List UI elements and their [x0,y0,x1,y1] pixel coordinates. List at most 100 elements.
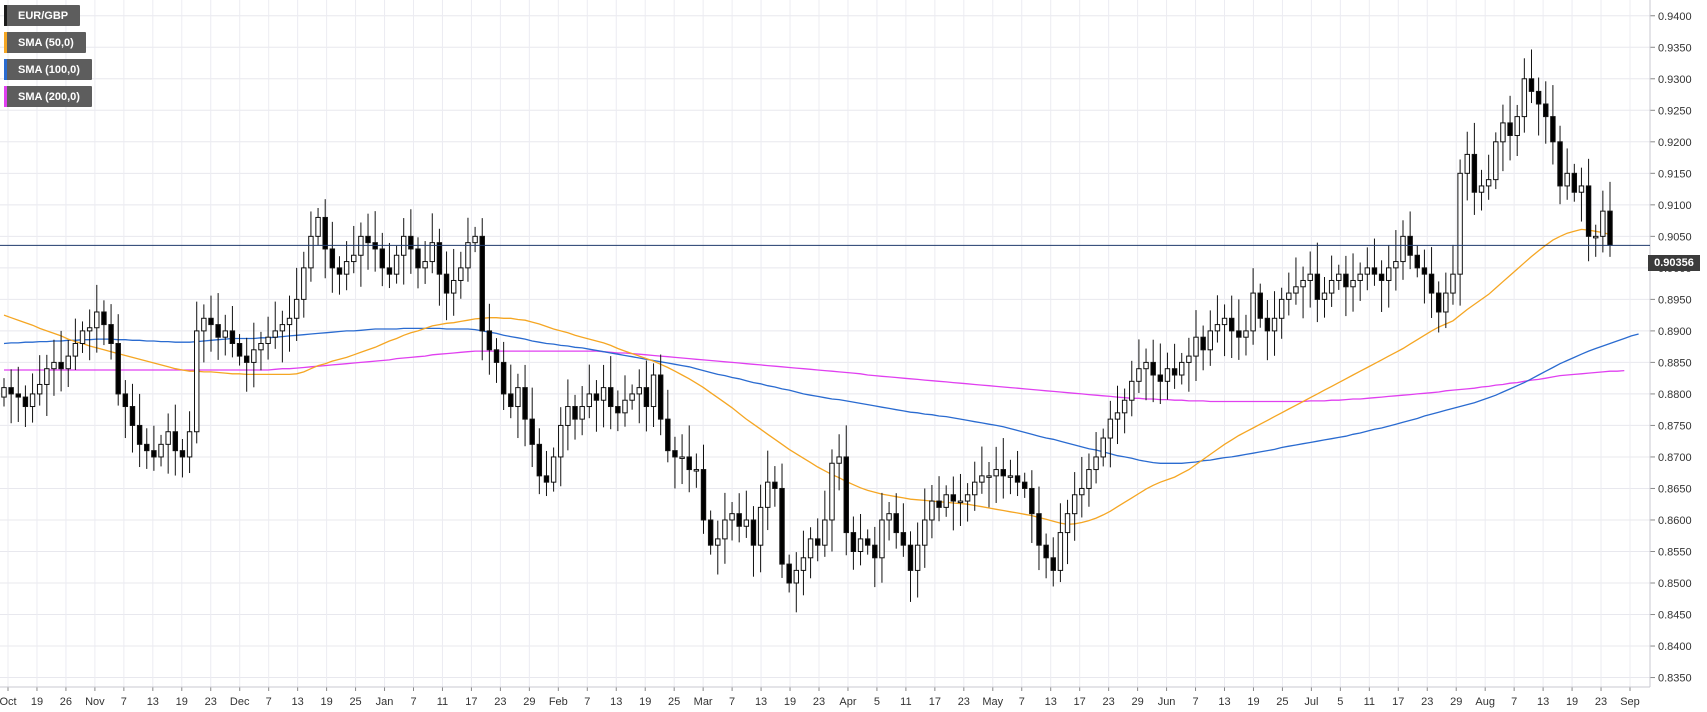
candle-up [565,406,571,426]
sma-50-line [3,228,1611,526]
x-tick-label: 19 [31,696,43,708]
candle-down [415,248,421,269]
candle-down [243,355,250,363]
candle-up [1400,235,1406,263]
candle-down [772,481,778,489]
x-tick-label: May [982,696,1003,708]
candle-up [757,506,764,546]
candle-up [722,519,728,540]
candle-up [972,481,978,496]
candle-up [1064,513,1071,534]
candle-up [857,538,864,552]
candle-up [1286,292,1292,300]
candle-down [1421,267,1428,275]
candle-down [229,330,236,345]
legend-swatch-icon [4,86,7,107]
x-tick-label: 13 [1537,696,1549,708]
candle-up [1357,273,1363,281]
y-tick-label: 0.8700 [1658,452,1692,464]
candle-down [950,494,957,502]
candle-up [914,544,921,571]
x-tick-label: 13 [610,696,622,708]
x-tick-label: 17 [1074,696,1086,708]
x-tick-label: 7 [1019,696,1025,708]
candle-down [1029,487,1035,515]
candle-up [1514,116,1520,137]
candle-up [743,519,750,527]
candle-up [1328,279,1335,294]
x-tick-label: 23 [1421,696,1433,708]
x-tick-label: 19 [320,696,332,708]
candle-down [179,450,186,458]
candle-up [458,267,464,281]
legend-swatch-icon [4,32,7,53]
x-tick-label: 11 [900,696,911,708]
legend-item-eurgbp[interactable]: EUR/GBP [4,5,81,26]
candle-up [793,569,800,584]
candle-down [1528,78,1535,92]
candle-down [572,406,578,420]
candle-down [686,456,692,471]
candle-up [1164,368,1171,382]
candle-down [1507,122,1513,137]
candle-up [957,500,964,504]
candle-up [1485,179,1492,187]
y-tick-label: 0.8450 [1658,610,1692,622]
candle-up [822,519,828,546]
candle-up [1336,273,1342,281]
candle-down [843,456,849,534]
candle-down [1471,153,1478,193]
candle-down [657,374,664,420]
legend-label: SMA (50,0) [18,36,74,49]
candle-up [286,317,293,326]
x-tick-label: 17 [465,696,477,708]
x-tick-label: 7 [1511,696,1517,708]
candle-up [158,443,164,458]
x-tick-label: 5 [1337,696,1343,708]
candle-up [1278,298,1285,319]
candle-up [1393,261,1399,269]
x-tick-label: 23 [1103,696,1115,708]
candle-up [1107,418,1114,439]
candle-down [665,418,671,452]
candle-down [208,317,214,326]
candle-down [1585,185,1592,237]
candle-up [94,311,100,329]
candle-down [365,235,371,244]
candle-down [379,248,386,269]
candle-up [1079,487,1085,496]
candle-up [1300,279,1306,288]
candle-up [301,267,307,300]
candle-up [29,393,36,408]
candle-down [872,544,878,559]
candle-down [22,396,29,408]
candle-up [1093,456,1099,471]
y-tick-label: 0.9200 [1658,137,1692,149]
candle-up [1057,532,1064,571]
candle-up [1386,267,1392,281]
candle-up [586,393,593,408]
legend-item-sma100[interactable]: SMA (100,0) [4,59,92,80]
legend-item-sma200[interactable]: SMA (200,0) [4,86,92,107]
legend-item-sma50[interactable]: SMA (50,0) [4,32,86,53]
x-tick-label: 19 [639,696,651,708]
candle-down [707,519,714,546]
x-tick-label: Jan [376,696,394,708]
x-tick-label: 23 [958,696,970,708]
candle-down [443,273,450,294]
candle-up [1193,336,1199,357]
candle-down [1000,469,1007,477]
candle-down [1228,317,1235,332]
x-tick-label: 23 [1595,696,1607,708]
candle-down [543,475,550,483]
gridlines [0,0,1650,687]
candle-down [1607,210,1613,246]
candle-up [1307,273,1313,281]
candle-down [8,387,14,395]
candle-up [1500,122,1506,143]
candle-up [1564,172,1570,187]
x-tick-label: 23 [205,696,217,708]
x-tick-label: 19 [176,696,188,708]
x-tick-label: 7 [410,696,416,708]
